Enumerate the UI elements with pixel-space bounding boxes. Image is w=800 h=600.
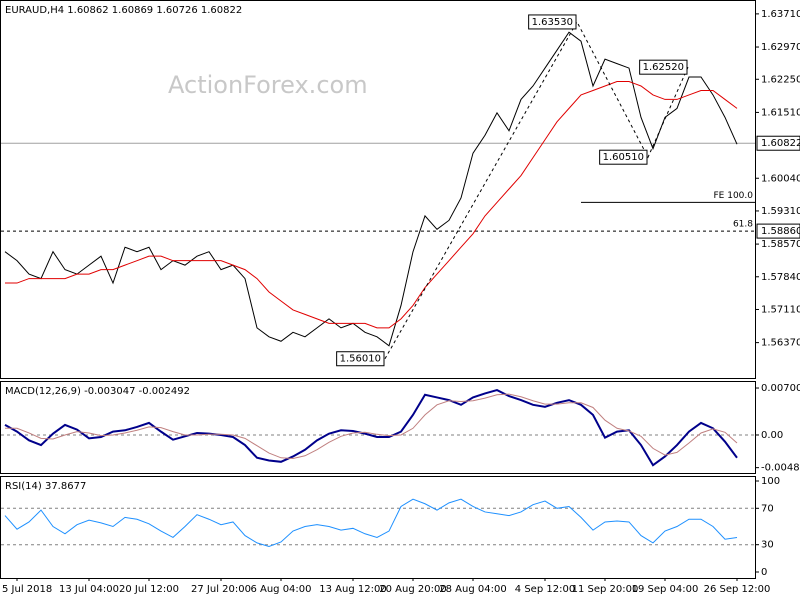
y-tick-label: 0.007003: [761, 383, 800, 394]
pivot-box: [639, 59, 688, 75]
level-note: FE 100.0: [714, 191, 754, 201]
series-line: [5, 393, 738, 459]
x-tick-label: 19 Sep 04:00: [632, 584, 699, 595]
panel-frame: [0, 476, 756, 579]
x-tick-label: 6 Aug 04:00: [250, 584, 311, 595]
y-tick-label: 1.60040: [761, 173, 800, 184]
y-tick-label: 0: [761, 567, 767, 578]
x-tick-label: 13 Jul 04:00: [59, 584, 119, 595]
level-price-box: [756, 135, 800, 151]
pivot-box: [599, 149, 648, 165]
x-tick-label: 28 Aug 04:00: [439, 584, 506, 595]
pivot-label: 1.60510: [603, 152, 644, 163]
y-tick-label: 1.62250: [761, 74, 800, 85]
y-tick-label: 1.57110: [761, 304, 800, 315]
y-tick-label: 1.62970: [761, 42, 800, 53]
level-price-label: 1.58860: [761, 226, 800, 237]
level-price-box: [756, 223, 800, 239]
series-line: [4, 498, 738, 548]
x-tick-label: 13 Aug 12:00: [319, 584, 386, 595]
y-tick-label: -0.004873: [761, 463, 800, 474]
y-tick-label: 0.00: [761, 430, 783, 441]
watermark: ActionForex.com: [168, 71, 368, 99]
x-tick-label: 20 Jul 12:00: [119, 584, 179, 595]
x-tick-label: 5 Jul 2018: [2, 584, 52, 595]
pivot-box: [528, 14, 577, 30]
series-line: [4, 31, 738, 347]
x-tick-label: 11 Sep 20:00: [572, 584, 639, 595]
y-tick-label: 100: [761, 476, 780, 487]
y-tick-label: 30: [761, 540, 774, 551]
level-price-label: 1.60822: [761, 138, 800, 149]
x-tick-label: 26 Sep 12:00: [704, 584, 771, 595]
pivot-label: 1.56010: [340, 354, 381, 365]
panel-frame: [0, 381, 756, 474]
pivot-label: 1.63530: [532, 17, 573, 28]
x-tick-label: 27 Jul 20:00: [191, 584, 251, 595]
panel-title: MACD(12,26,9) -0.003047 -0.002492: [5, 386, 190, 397]
level-note: 61.8: [733, 220, 753, 230]
y-tick-label: 1.61510: [761, 107, 800, 118]
x-tick-label: 4 Sep 12:00: [515, 584, 575, 595]
zigzag: [384, 20, 689, 359]
series-line: [5, 81, 738, 329]
y-tick-label: 70: [761, 503, 774, 514]
y-tick-label: 1.59310: [761, 206, 800, 217]
x-tick-label: 20 Aug 20:00: [379, 584, 446, 595]
pivot-box: [336, 351, 385, 367]
panel-frame: [0, 0, 756, 379]
panel-title: EURAUD,H4 1.60862 1.60869 1.60726 1.6082…: [5, 5, 242, 16]
y-tick-label: 1.57840: [761, 272, 800, 283]
pivot-label: 1.62520: [643, 62, 684, 73]
y-tick-label: 1.56370: [761, 338, 800, 349]
y-tick-label: 1.63710: [761, 9, 800, 20]
y-tick-label: 1.58570: [761, 239, 800, 250]
series-line: [4, 388, 738, 467]
panel-title: RSI(14) 37.8677: [5, 481, 86, 492]
